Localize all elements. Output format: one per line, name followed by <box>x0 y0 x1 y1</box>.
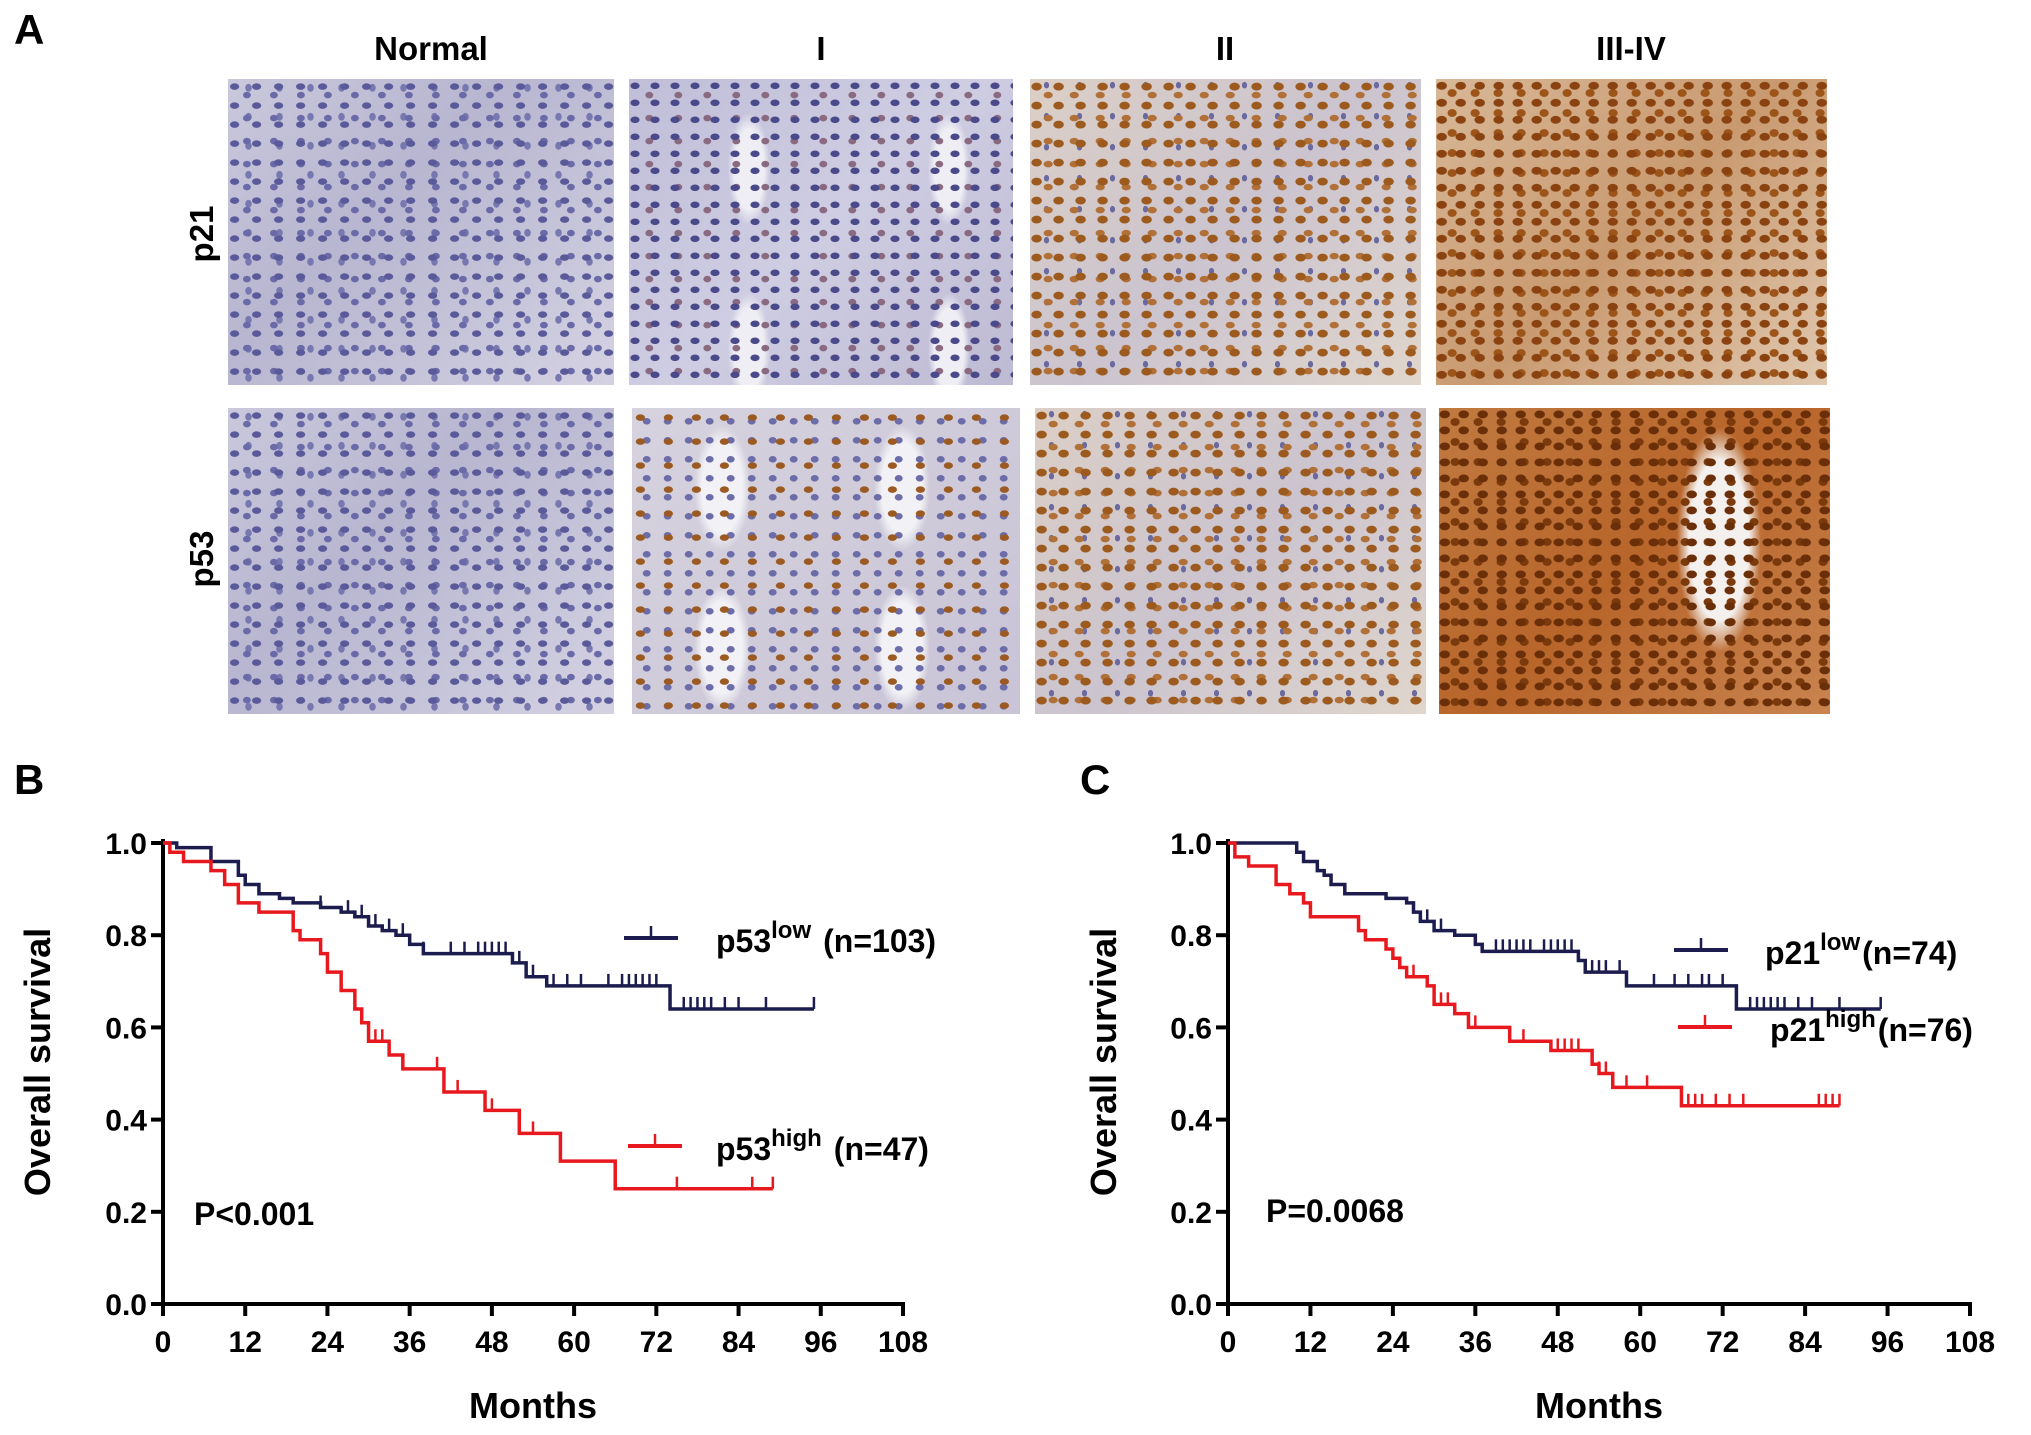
p-value-annotation: P<0.001 <box>194 1196 314 1232</box>
micrograph-p53-normal <box>228 408 614 714</box>
x-axis-label: Months <box>469 1385 597 1426</box>
legend-label-high: p21high(n=76) <box>1770 1006 1973 1048</box>
column-header-stage-iii-iv: III-IV <box>1596 30 1666 67</box>
survival-curve-high <box>163 841 773 1191</box>
legend-superscript: low <box>771 917 811 944</box>
column-header-stage-i: I <box>816 30 826 67</box>
survival-curve-low <box>1228 841 1881 1011</box>
km-chart-c: 0 12 24 36 48 60 72 84 96 108 0.0 0.2 0.4 0.6 0.8 1.0 Mo… <box>1083 828 1995 1426</box>
y-tick-label: 0.8 <box>105 920 147 953</box>
y-tick-label: 0.6 <box>1170 1012 1212 1045</box>
x-axis-label: Months <box>1535 1385 1663 1426</box>
micrograph-p21-stage-iii-iv <box>1436 79 1827 385</box>
x-tick-label: 36 <box>393 1326 426 1359</box>
legend-superscript: high <box>1825 1006 1876 1033</box>
y-tick-label: 0.4 <box>105 1105 147 1138</box>
legend-name: p21 <box>1770 1012 1825 1048</box>
y-tick-label: 1.0 <box>105 828 147 861</box>
x-tick-label: 0 <box>155 1326 172 1359</box>
micrograph-p21-normal <box>228 79 614 385</box>
x-tick-label: 108 <box>878 1326 928 1359</box>
x-tick-label: 96 <box>804 1326 837 1359</box>
x-tick-label: 24 <box>311 1326 345 1359</box>
y-tick-label: 0.0 <box>1170 1289 1212 1322</box>
x-tick-label: 0 <box>1220 1326 1237 1359</box>
x-tick-label: 24 <box>1376 1326 1410 1359</box>
legend-label-high: p53high (n=47) <box>716 1125 929 1167</box>
panel-letter-a: A <box>14 6 45 53</box>
x-tick-label: 48 <box>1541 1326 1574 1359</box>
legend-name: p21 <box>1765 935 1820 971</box>
y-tick-label: 0.4 <box>1170 1105 1212 1138</box>
p-value-annotation: P=0.0068 <box>1266 1193 1404 1229</box>
micrograph-p21-stage-i <box>629 79 1013 385</box>
x-tick-label: 84 <box>722 1326 756 1359</box>
x-tick-label: 60 <box>1624 1326 1657 1359</box>
legend-count: (n=74) <box>1862 935 1957 971</box>
x-tick-label: 12 <box>1294 1326 1327 1359</box>
legend-label-low: p53low (n=103) <box>716 917 936 959</box>
micrograph-p53-stage-ii <box>1035 408 1426 714</box>
y-tick-label: 1.0 <box>1170 828 1212 861</box>
survival-curve-high <box>1228 841 1840 1108</box>
y-axis-label: Overall survival <box>17 928 58 1196</box>
micrograph-p53-stage-i <box>632 408 1020 714</box>
y-tick-label: 0.2 <box>1170 1197 1212 1230</box>
x-tick-label: 12 <box>229 1326 262 1359</box>
micrograph-p21-stage-ii <box>1030 79 1421 385</box>
y-tick-label: 0.6 <box>105 1012 147 1045</box>
x-tick-label: 60 <box>557 1326 590 1359</box>
legend-count: (n=103) <box>823 923 936 959</box>
x-tick-label: 72 <box>640 1326 673 1359</box>
y-axis-label: Overall survival <box>1083 928 1124 1196</box>
km-chart-b: 0 12 24 36 48 60 72 84 96 108 0.0 0.2 0.4 0.6 0.8 1.0 Mo… <box>17 828 936 1426</box>
x-tick-label: 36 <box>1459 1326 1492 1359</box>
legend-label-low: p21low(n=74) <box>1765 929 1957 971</box>
panel-letter-c: C <box>1080 756 1111 803</box>
legend-name: p53 <box>716 923 771 959</box>
x-tick-label: 108 <box>1945 1326 1995 1359</box>
legend-count: (n=76) <box>1878 1012 1973 1048</box>
legend-superscript: low <box>1820 929 1860 956</box>
x-tick-label: 48 <box>475 1326 508 1359</box>
x-tick-label: 84 <box>1788 1326 1822 1359</box>
y-tick-label: 0.0 <box>105 1289 147 1322</box>
legend-superscript: high <box>771 1125 822 1152</box>
column-header-normal: Normal <box>374 30 488 67</box>
panel-letter-b: B <box>14 756 45 803</box>
x-tick-label: 96 <box>1871 1326 1904 1359</box>
micrograph-p53-stage-iii-iv <box>1439 408 1830 714</box>
y-tick-label: 0.8 <box>1170 920 1212 953</box>
y-tick-label: 0.2 <box>105 1197 147 1230</box>
legend-count: (n=47) <box>834 1131 929 1167</box>
legend-name: p53 <box>716 1131 771 1167</box>
x-tick-label: 72 <box>1706 1326 1739 1359</box>
column-header-stage-ii: II <box>1215 30 1235 67</box>
